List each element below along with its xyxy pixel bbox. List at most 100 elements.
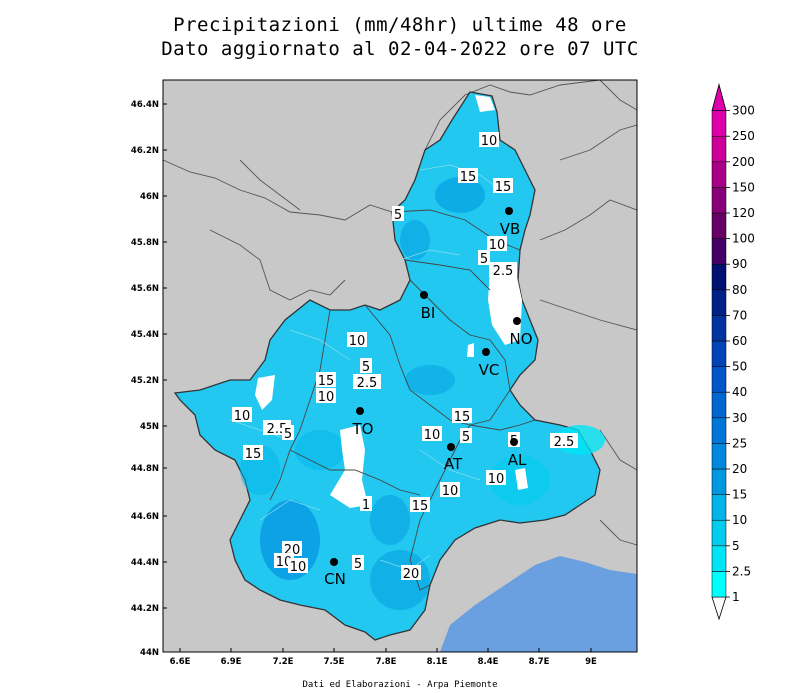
lat-tick-label: 45.4N [131,330,159,340]
contour-label: 10 [290,560,307,575]
legend-level-label: 300 [732,104,755,118]
contour-label-box [352,555,364,570]
city-markers: VB BI NO VC TO AT AL CN [324,207,533,588]
contour-label-box [243,445,263,460]
legend-level-label: 20 [732,462,747,476]
lon-tick-label: 9E [585,657,597,667]
contour-label-box [493,178,513,193]
contour-label: 10 [424,428,441,443]
lat-tick-label: 44.4N [131,558,159,568]
contour-label: 5 [284,427,292,442]
contour-label: 10 [349,334,366,349]
lon-tick-label: 6.9E [221,657,242,667]
legend-level-label: 250 [732,129,755,143]
contour-label-box [422,426,442,441]
contour-label-box [410,497,430,512]
legend-level-label: 5 [732,539,740,553]
contour-label-box [489,262,517,277]
longitude-axis: 6.6E 6.9E 7.2E 7.5E 7.8E 8.1E 8.4E 8.7E 9E [170,648,597,667]
contour-label: 15 [245,447,262,462]
city-label: BI [421,304,436,322]
legend-swatch [711,238,727,265]
contour-label-box [401,565,421,580]
legend-level-label: 50 [732,360,747,374]
legend-swatch [711,494,727,521]
city-label: NO [509,330,532,348]
legend-swatch [711,161,727,188]
city-label: VC [479,361,500,379]
contour-label-box [478,250,490,265]
legend-level-label: 25 [732,436,747,450]
legend-level-label: 2.5 [732,564,751,578]
contour-label-box [288,558,308,573]
legend-level-label: 1 [732,590,740,604]
lat-tick-label: 46.2N [131,146,159,156]
city-dot [447,443,455,451]
contour-label-box [479,132,499,147]
legend-swatch [711,545,727,572]
contour-label: 5 [480,252,488,267]
map-title-line1: Precipitazioni (mm/48hr) ultime 48 ore [173,14,627,36]
city-dot [505,207,513,215]
city-dot [513,317,521,325]
legend-swatch [711,571,727,598]
lon-tick-label: 8.4E [478,657,499,667]
legend-level-label: 80 [732,283,747,297]
lat-tick-label: 46.4N [131,100,159,110]
legend-level-label: 10 [732,513,747,527]
contour-label-box [440,482,460,497]
latitude-axis: 46.4N 46.2N 46N 45.8N 45.6N 45.4N 45.2N 45N 44.8… [131,100,167,658]
legend-level-label: 60 [732,334,747,348]
city-dot [510,438,518,446]
contour-label: 10 [481,134,498,149]
lat-tick-label: 45.6N [131,284,159,294]
contour-label: 5 [354,557,362,572]
contour-label: 15 [318,374,335,389]
contour-label: 10 [488,472,505,487]
map-title-line2: Dato aggiornato al 02-04-2022 ore 07 UTC [161,38,639,60]
lat-tick-label: 44.6N [131,512,159,522]
contour-label-box [316,372,336,387]
legend-swatch [711,417,727,444]
legend-swatch [711,212,727,239]
lon-tick-label: 7.2E [273,657,294,667]
legend-swatch [711,135,727,163]
contour-label-box [458,168,478,183]
contour-label: 5 [362,360,370,375]
city-dot [482,348,490,356]
legend-level-label: 120 [732,206,755,220]
city-label: AT [444,455,463,473]
precipitation-shading [240,95,605,610]
neighbour-borders [163,80,637,546]
contour-label: 10 [234,409,251,424]
contour-label-box [282,541,302,556]
contour-label: 5 [462,430,470,445]
contour-label-box [392,206,404,221]
color-legend: 1 2.5 5 10 15 20 25 30 40 50 60 70 80 90 100 120 150 200 2… [711,83,755,621]
contour-label-box [282,425,294,440]
lat-tick-label: 45.2N [131,376,159,386]
contour-label-box [550,433,578,448]
province-borders [269,209,536,591]
legend-swatch [711,519,727,547]
lat-tick-label: 45.8N [131,238,159,248]
contour-label: 15 [454,410,471,425]
legend-level-label: 100 [732,232,755,246]
legend-level-label: 200 [732,155,755,169]
contour-label: 2.5 [493,264,514,279]
city-dot [330,558,338,566]
contour-label-box [460,428,472,443]
contour-label-box [347,332,367,347]
legend-arrow-low [711,596,727,621]
legend-level-label: 90 [732,257,747,271]
contour-label-box [232,407,252,422]
legend-swatch [711,315,727,342]
legend-swatch [711,366,727,393]
contour-label: 10 [489,238,506,253]
contour-label-box [360,358,372,373]
contour-label-box [452,408,472,423]
lon-tick-label: 7.8E [376,657,397,667]
city-label: VB [500,220,521,238]
